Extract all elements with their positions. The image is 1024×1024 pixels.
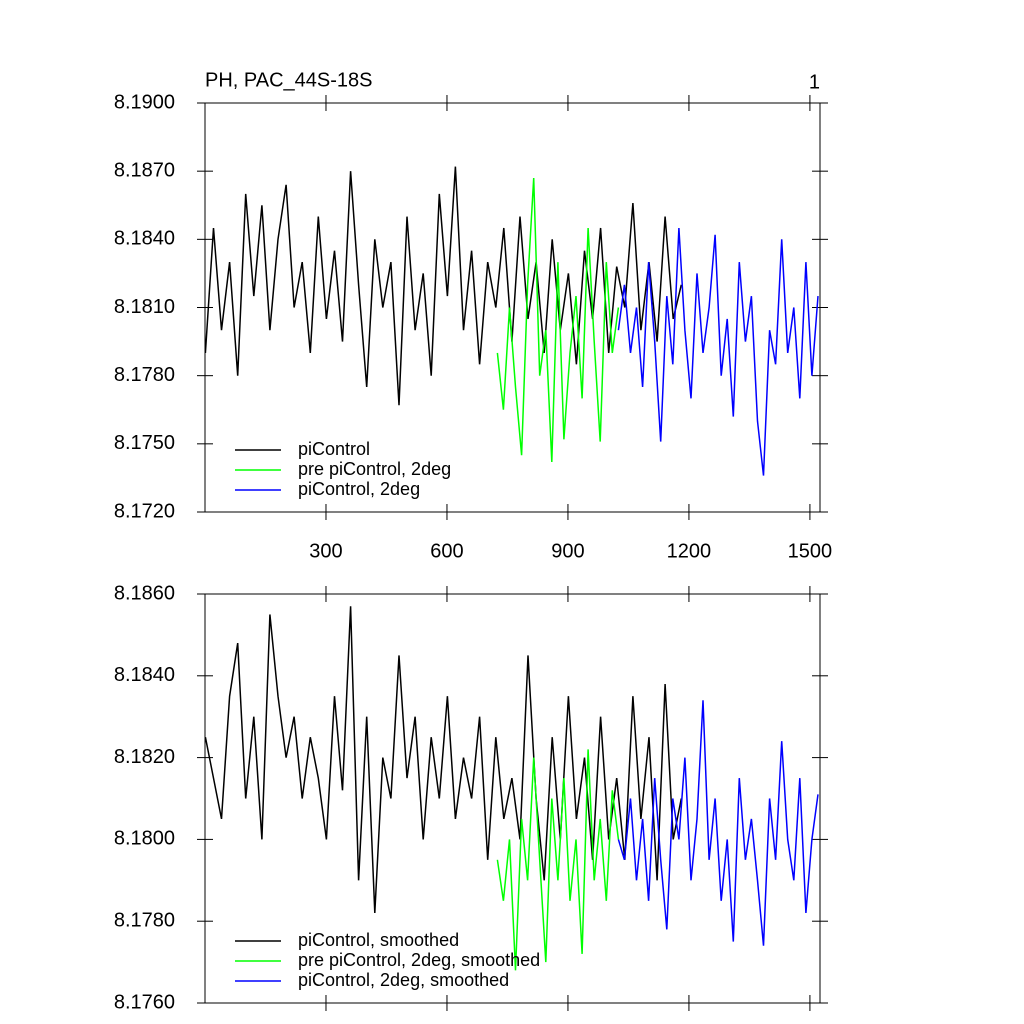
y-tick-label: 8.1820 xyxy=(114,746,175,768)
corner-label: 1 xyxy=(809,71,820,93)
legend-label: piControl, 2deg xyxy=(298,479,420,499)
x-tick-label: 300 xyxy=(309,540,342,562)
legend-label: pre piControl, 2deg, smoothed xyxy=(298,950,540,970)
y-tick-label: 8.1860 xyxy=(114,582,175,604)
y-tick-label: 8.1800 xyxy=(114,828,175,850)
legend-label: piControl, 2deg, smoothed xyxy=(298,970,509,990)
y-tick-label: 8.1840 xyxy=(114,664,175,686)
y-tick-label: 8.1810 xyxy=(114,296,175,318)
y-tick-label: 8.1780 xyxy=(114,364,175,386)
x-tick-label: 1500 xyxy=(788,540,833,562)
legend-label: piControl, smoothed xyxy=(298,930,459,950)
legend-label: pre piControl, 2deg xyxy=(298,459,451,479)
y-tick-label: 8.1760 xyxy=(114,991,175,1013)
plot-frame xyxy=(204,593,821,1004)
x-tick-label: 600 xyxy=(430,540,463,562)
legend-label: piControl xyxy=(298,439,370,459)
series-line xyxy=(617,700,819,946)
series-line xyxy=(496,177,620,463)
y-tick-label: 8.1870 xyxy=(114,159,175,181)
x-tick-label: 1200 xyxy=(667,540,712,562)
y-tick-label: 8.1780 xyxy=(114,909,175,931)
series-line xyxy=(204,166,683,406)
y-tick-label: 8.1750 xyxy=(114,432,175,454)
y-tick-label: 8.1720 xyxy=(114,500,175,522)
y-tick-label: 8.1900 xyxy=(114,91,175,113)
y-tick-label: 8.1840 xyxy=(114,228,175,250)
series-line xyxy=(204,606,683,914)
x-tick-label: 900 xyxy=(551,540,584,562)
series-line xyxy=(496,749,620,971)
chart-title: PH, PAC_44S-18S xyxy=(205,69,373,91)
series-line xyxy=(617,227,819,476)
